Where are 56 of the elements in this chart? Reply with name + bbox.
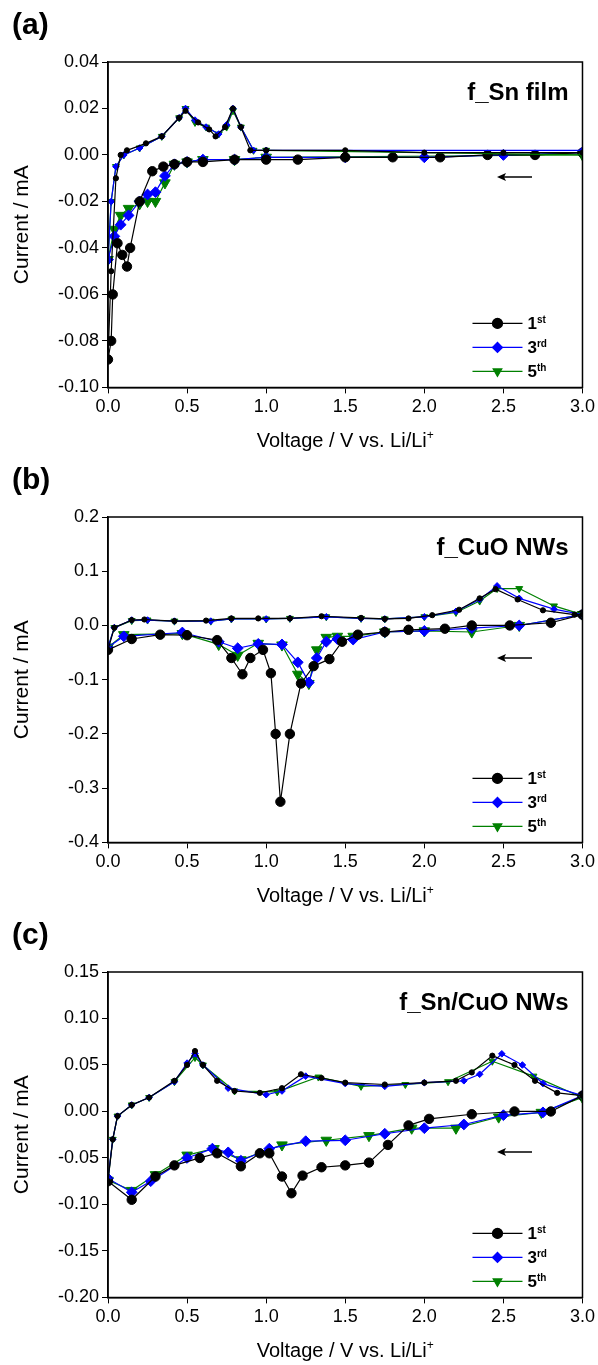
y-tick-label: -0.05: [57, 1146, 99, 1167]
x-tick-label: 0.0: [95, 396, 121, 417]
y-tick-label: 0.2: [73, 505, 99, 526]
text: (a): [12, 7, 49, 40]
text: f_CuO NWs: [436, 533, 569, 560]
y-axis-title: Current / mA: [9, 1075, 33, 1195]
y-tick-label: -0.02: [57, 190, 99, 211]
x-tick-label: 2.5: [490, 1306, 516, 1327]
x-tick-label: 0.5: [174, 396, 200, 417]
x-tick-label: 0.5: [174, 851, 200, 872]
x-tick-label: 1.5: [332, 851, 358, 872]
y-tick-label: 0.05: [63, 1053, 99, 1074]
text: (b): [12, 462, 51, 495]
y-tick-label: -0.3: [67, 777, 99, 798]
x-tick-label: 2.5: [490, 396, 516, 417]
y-tick-label: 0.00: [63, 143, 99, 164]
y-tick-label: 0.04: [63, 50, 99, 71]
x-axis-title: Voltage / V vs. Li/Li+: [256, 428, 434, 451]
y-tick-label: -0.4: [67, 831, 99, 852]
y-tick-label: 0.10: [63, 1007, 99, 1028]
x-tick-label: 3.0: [569, 851, 595, 872]
y-tick-label: -0.1: [67, 668, 99, 689]
y-tick-label: -0.10: [57, 376, 99, 397]
y-tick-label: 0.1: [73, 560, 99, 581]
x-tick-label: 1.0: [253, 851, 279, 872]
x-axis-title: Voltage / V vs. Li/Li+: [256, 1338, 434, 1361]
y-tick-label: -0.2: [67, 722, 99, 743]
x-tick-label: 0.0: [95, 1306, 121, 1327]
x-tick-label: 2.0: [411, 396, 437, 417]
y-tick-label: -0.04: [57, 236, 99, 257]
x-tick-label: 3.0: [569, 1306, 595, 1327]
x-tick-label: 2.5: [490, 851, 516, 872]
x-tick-label: 3.0: [569, 396, 595, 417]
x-tick-label: 2.0: [411, 1306, 437, 1327]
y-tick-label: 0.00: [63, 1100, 99, 1121]
x-tick-label: 2.0: [411, 851, 437, 872]
x-tick-label: 1.0: [253, 396, 279, 417]
y-tick-label: -0.08: [57, 329, 99, 350]
text: (c): [12, 917, 49, 950]
y-tick-label: 0.0: [73, 614, 99, 635]
x-tick-label: 1.5: [332, 396, 358, 417]
y-tick-label: -0.20: [57, 1286, 99, 1307]
y-tick-label: -0.10: [57, 1193, 99, 1214]
x-tick-label: 0.0: [95, 851, 121, 872]
y-axis-title: Current / mA: [9, 165, 33, 285]
y-axis-title: Current / mA: [9, 620, 33, 740]
x-tick-label: 1.0: [253, 1306, 279, 1327]
y-tick-label: -0.06: [57, 283, 99, 304]
x-axis-title: Voltage / V vs. Li/Li+: [256, 883, 434, 906]
y-tick-label: 0.15: [63, 960, 99, 981]
y-tick-label: 0.02: [63, 97, 99, 118]
text: f_Sn/CuO NWs: [399, 988, 569, 1015]
text: f_Sn film: [467, 78, 569, 105]
x-tick-label: 1.5: [332, 1306, 358, 1327]
y-tick-label: -0.15: [57, 1239, 99, 1260]
x-tick-label: 0.5: [174, 1306, 200, 1327]
